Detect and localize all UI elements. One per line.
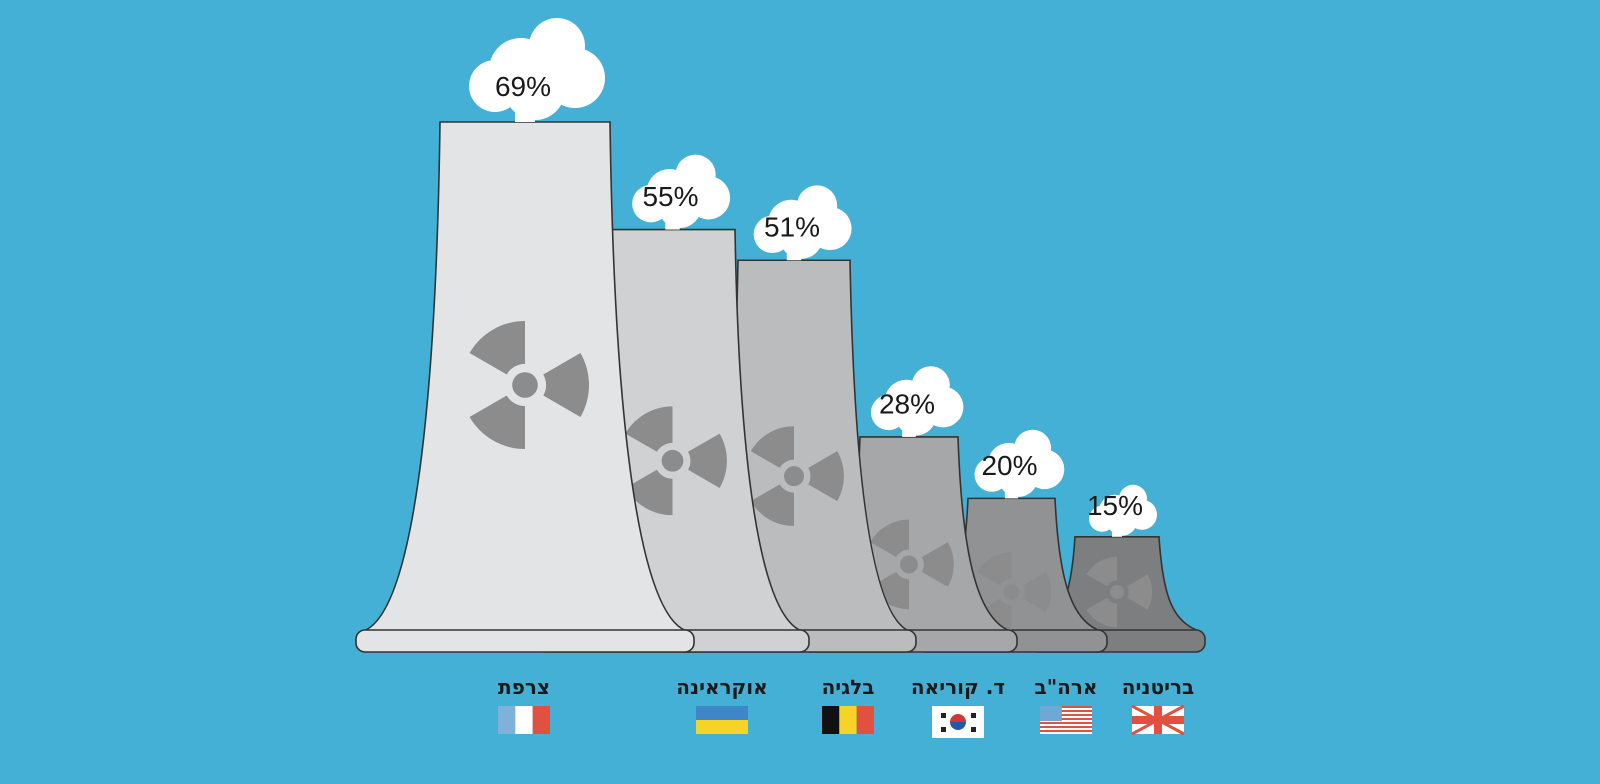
radiation-icon	[750, 426, 844, 527]
cloud-icon	[1089, 484, 1157, 537]
value-label: 28%	[879, 388, 935, 419]
radiation-icon	[1086, 556, 1153, 628]
country-label: בריטניה	[1122, 675, 1194, 699]
cloud-puff	[998, 457, 1038, 498]
radiation-icon	[977, 552, 1052, 632]
flag-stripe	[856, 706, 874, 734]
radiation-icon	[870, 519, 954, 610]
cloud-icon	[974, 429, 1065, 499]
flag-trigram	[971, 713, 976, 718]
cloud-puff	[658, 184, 702, 229]
cloud-icon	[870, 366, 964, 437]
cloud-puff	[1107, 505, 1137, 536]
tower-group: 69%	[355, 18, 695, 653]
value-label: 20%	[981, 450, 1037, 481]
flag-stripe	[1040, 728, 1092, 730]
flag-cross	[1132, 716, 1184, 724]
country-label: אוקראינה	[676, 675, 767, 699]
flag-stripe	[1040, 710, 1092, 712]
cloud-icon	[469, 18, 605, 122]
radiation-icon-center	[661, 449, 684, 472]
flag-taeguk	[950, 714, 966, 722]
country-label: בלגיה	[822, 675, 875, 699]
flag-stripe	[1040, 730, 1092, 732]
flag-stripe	[1040, 716, 1092, 718]
flag-stripe	[1040, 722, 1092, 724]
ukraine-flag-icon	[696, 706, 748, 734]
flag-stripe	[839, 706, 857, 734]
country-label: ד. קוריאה	[911, 675, 1005, 699]
cloud-puff	[779, 215, 823, 259]
south-korea-flag-icon	[932, 706, 984, 738]
flag-stripe	[696, 706, 748, 720]
belgium-flag-icon	[822, 706, 874, 734]
flag-trigram	[941, 713, 946, 718]
radiation-icon-center	[784, 466, 804, 487]
flag-stripe	[822, 706, 840, 734]
flag-stripe	[1040, 726, 1092, 728]
cloud-puff	[505, 60, 565, 120]
flag-stripe	[1040, 706, 1092, 708]
flag-stripe	[532, 706, 550, 734]
country-label: צרפת	[498, 675, 550, 699]
flag-stripe	[498, 706, 516, 734]
france-flag-icon	[498, 706, 550, 734]
cloud-icon	[632, 154, 731, 230]
usa-flag-icon	[1040, 706, 1092, 734]
flag-stripe	[1040, 708, 1092, 710]
value-label: 51%	[764, 212, 820, 243]
tower-base	[355, 629, 695, 653]
value-label: 55%	[642, 181, 698, 212]
flag-stripe	[696, 720, 748, 734]
flag-stripe	[1040, 714, 1092, 716]
radiation-icon-center	[1003, 584, 1020, 600]
cloud-puff	[895, 394, 937, 436]
flag-trigram	[971, 727, 976, 732]
flag-taeguk	[950, 722, 966, 730]
value-label: 15%	[1087, 490, 1143, 521]
flag-canton	[1040, 706, 1062, 722]
radiation-icon-center	[900, 555, 918, 574]
flag-trigram	[941, 727, 946, 732]
flag-stripe	[1040, 718, 1092, 720]
flag-stripe	[1040, 712, 1092, 714]
radiation-icon-center	[512, 372, 538, 398]
flag-stripe	[1040, 724, 1092, 726]
radiation-icon-center	[1109, 584, 1125, 600]
country-label: ארה"ב	[1035, 675, 1098, 699]
uk-flag-icon	[1131, 704, 1185, 736]
flag-stripe	[1040, 720, 1092, 722]
radiation-icon	[469, 321, 589, 449]
flag-stripe	[1040, 732, 1092, 734]
radiation-icon	[625, 406, 727, 516]
cloud-icon	[753, 185, 852, 261]
value-label: 69%	[495, 71, 551, 102]
flag-stripe	[515, 706, 533, 734]
